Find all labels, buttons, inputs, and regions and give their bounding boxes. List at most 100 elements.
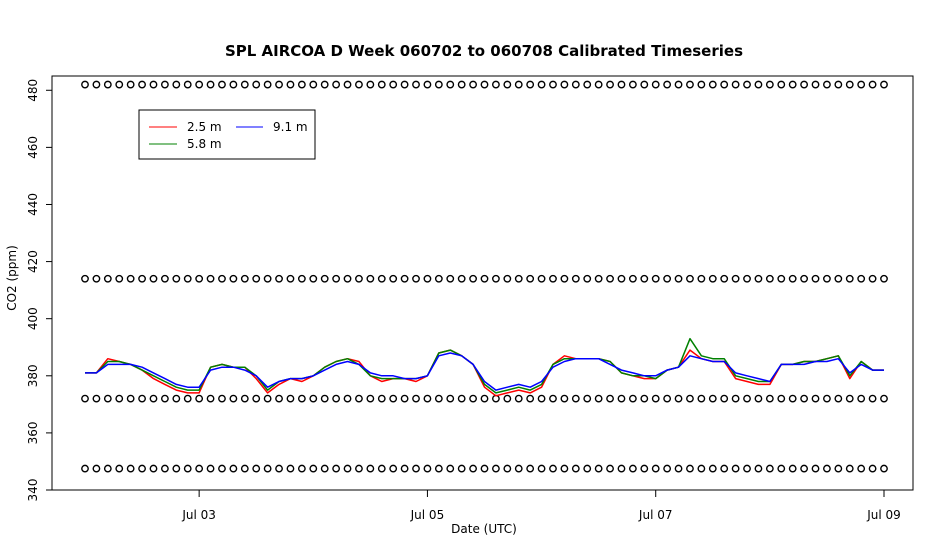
data-point [103,274,112,283]
series-line-2-5-m [85,349,884,397]
data-point [320,274,329,283]
data-point [172,80,181,89]
data-point [754,274,763,283]
legend-label-2-5m: 2.5 m [187,120,222,134]
data-point [332,80,341,89]
data-point [400,394,409,403]
data-point [606,394,614,403]
data-point [800,394,808,403]
data-point [229,464,238,473]
data-point [754,464,763,473]
data-point [446,394,455,403]
data-point [263,274,272,283]
data-point [549,274,557,283]
data-point [240,274,249,283]
data-point [309,274,318,283]
data-point [765,274,774,283]
data-point [81,274,89,283]
data-point [640,464,649,473]
data-point [389,394,398,403]
data-point [115,274,124,283]
data-point [457,464,466,473]
data-point [674,80,683,89]
data-point [526,274,535,283]
data-point [560,274,569,283]
data-point [823,394,831,403]
data-point [103,80,112,89]
x-tick-label-2: Jul 07 [638,508,673,522]
data-point [126,80,135,89]
data-point [880,464,888,473]
data-point [92,394,101,403]
data-point [138,80,146,89]
data-point [400,464,409,473]
data-point [617,80,626,89]
data-point [366,464,375,473]
data-point [857,274,866,283]
data-point [183,464,192,473]
data-point [423,274,432,283]
data-point [834,80,843,89]
data-point [355,274,363,283]
data-point [286,464,295,473]
data-point [594,274,603,283]
calibration-points-calibration-482 [81,80,888,89]
series-layer [81,80,888,473]
data-point [743,394,751,403]
y-tick-label-4: 420 [26,250,40,273]
plot-frame [51,75,914,491]
legend-box [138,109,316,160]
data-point [377,464,386,473]
data-point [606,80,614,89]
y-tick-label-3: 400 [26,307,40,330]
data-point [343,274,352,283]
data-point [823,274,831,283]
data-point [469,80,477,89]
data-point [868,464,877,473]
data-point [240,394,249,403]
data-point [583,464,592,473]
data-point [389,464,398,473]
data-point [138,464,146,473]
data-point [377,274,386,283]
data-point [297,464,306,473]
data-point [640,274,649,283]
data-point [560,80,569,89]
data-point [571,274,580,283]
data-point [343,80,352,89]
data-point [446,464,455,473]
data-point [218,394,226,403]
data-point [320,80,329,89]
data-point [583,80,592,89]
data-point [149,274,158,283]
data-point [845,274,854,283]
data-point [457,394,466,403]
x-axis-title: Date (UTC) [451,522,517,536]
data-point [823,464,831,473]
data-point [560,394,569,403]
y-tick-label-0: 340 [26,479,40,502]
data-point [549,80,557,89]
data-point [720,394,729,403]
data-point [320,394,329,403]
data-point [571,464,580,473]
data-point [183,80,192,89]
data-point [81,464,89,473]
data-point [651,274,660,283]
data-point [206,464,215,473]
data-point [674,464,683,473]
data-point [355,80,363,89]
data-point [537,464,546,473]
data-point [788,394,797,403]
data-point [503,274,512,283]
data-point [343,394,352,403]
data-point [195,394,204,403]
y-tick-label-6: 460 [26,136,40,159]
data-point [743,464,751,473]
data-point [526,464,535,473]
data-point [583,274,592,283]
data-point [697,274,706,283]
data-point [183,394,192,403]
data-point [149,464,158,473]
